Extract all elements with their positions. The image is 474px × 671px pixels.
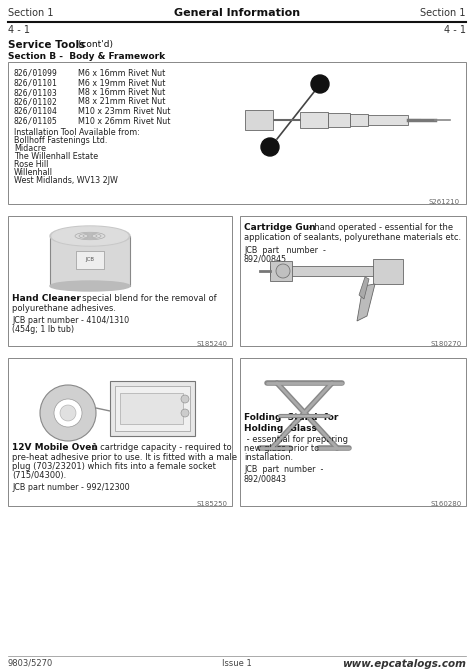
Bar — [270, 261, 292, 281]
Bar — [115, 386, 190, 431]
Circle shape — [181, 395, 189, 403]
Circle shape — [276, 264, 290, 278]
Text: General Information: General Information — [174, 8, 300, 18]
Bar — [50, 236, 130, 286]
Circle shape — [181, 409, 189, 417]
Text: (454g; 1 lb tub): (454g; 1 lb tub) — [12, 325, 74, 334]
Text: Service Tools: Service Tools — [8, 40, 85, 50]
Polygon shape — [357, 284, 375, 321]
Text: www.epcatalogs.com: www.epcatalogs.com — [342, 659, 466, 669]
Bar — [300, 112, 328, 128]
Text: 9803/5270: 9803/5270 — [8, 659, 53, 668]
Text: 4 - 1: 4 - 1 — [8, 25, 30, 35]
Text: plug (703/23201) which fits into a female socket: plug (703/23201) which fits into a femal… — [12, 462, 216, 471]
Text: application of sealants, polyurethane materials etc.: application of sealants, polyurethane ma… — [244, 233, 461, 242]
Text: 4 - 1: 4 - 1 — [444, 25, 466, 35]
Text: S180270: S180270 — [431, 341, 462, 347]
Text: Cartridge Gun: Cartridge Gun — [244, 223, 316, 232]
Text: (715/04300).: (715/04300). — [12, 471, 66, 480]
Bar — [373, 259, 403, 284]
Circle shape — [40, 385, 96, 441]
Text: West Midlands, WV13 2JW: West Midlands, WV13 2JW — [14, 176, 118, 185]
Text: installation.: installation. — [244, 453, 293, 462]
Text: JCB part number - 992/12300: JCB part number - 992/12300 — [12, 483, 129, 492]
Ellipse shape — [50, 226, 130, 246]
Text: Willenhall: Willenhall — [14, 168, 53, 177]
Text: Issue 1: Issue 1 — [222, 659, 252, 668]
Text: S185240: S185240 — [197, 341, 228, 347]
Ellipse shape — [50, 281, 130, 291]
Text: 892/00843: 892/00843 — [244, 474, 287, 483]
Bar — [8, 216, 232, 346]
Text: S160280: S160280 — [431, 501, 462, 507]
Text: - essential for preparing: - essential for preparing — [244, 435, 348, 444]
Text: JCB  part   number  -: JCB part number - — [244, 246, 326, 255]
Circle shape — [311, 75, 329, 93]
Text: Rose Hill: Rose Hill — [14, 160, 48, 169]
Text: pre-heat adhesive prior to use. It is fitted with a male: pre-heat adhesive prior to use. It is fi… — [12, 453, 237, 462]
Text: Section 1: Section 1 — [420, 8, 466, 18]
Bar — [8, 358, 232, 506]
Bar — [240, 216, 466, 346]
Text: M8 x 21mm Rivet Nut: M8 x 21mm Rivet Nut — [78, 97, 165, 107]
Text: - special blend for the removal of: - special blend for the removal of — [74, 294, 217, 303]
Text: M6 x 16mm Rivet Nut: M6 x 16mm Rivet Nut — [78, 69, 165, 78]
Text: M10 x 26mm Rivet Nut: M10 x 26mm Rivet Nut — [78, 117, 170, 125]
Bar — [368, 115, 408, 125]
Text: (cont'd): (cont'd) — [75, 40, 113, 49]
Text: 826/01104: 826/01104 — [14, 107, 58, 116]
Text: polyurethane adhesives.: polyurethane adhesives. — [12, 304, 116, 313]
Text: Holding  Glass: Holding Glass — [244, 424, 317, 433]
Text: Folding  Stand  for: Folding Stand for — [244, 413, 338, 422]
Ellipse shape — [52, 227, 128, 245]
Text: Installation Tool Available from:: Installation Tool Available from: — [14, 128, 140, 137]
Text: Bollhoff Fastenings Ltd.: Bollhoff Fastenings Ltd. — [14, 136, 108, 145]
Bar — [8, 62, 466, 204]
Circle shape — [60, 405, 76, 421]
Text: - 1 cartridge capacity - required to: - 1 cartridge capacity - required to — [84, 443, 232, 452]
Bar — [240, 358, 466, 506]
Text: Midacre: Midacre — [14, 144, 46, 153]
Text: M6 x 19mm Rivet Nut: M6 x 19mm Rivet Nut — [78, 79, 165, 87]
Text: new glass prior to: new glass prior to — [244, 444, 319, 453]
Bar — [110, 381, 195, 436]
Text: Section 1: Section 1 — [8, 8, 54, 18]
Text: 826/01102: 826/01102 — [14, 97, 58, 107]
Text: 12V Mobile Oven: 12V Mobile Oven — [12, 443, 98, 452]
Text: Hand Cleaner: Hand Cleaner — [12, 294, 81, 303]
Text: M8 x 16mm Rivet Nut: M8 x 16mm Rivet Nut — [78, 88, 165, 97]
Bar — [245, 110, 273, 130]
Text: The Willenhall Estate: The Willenhall Estate — [14, 152, 98, 161]
Bar — [76, 251, 104, 269]
Text: S261210: S261210 — [429, 199, 460, 205]
Text: - hand operated - essential for the: - hand operated - essential for the — [306, 223, 453, 232]
Bar — [328, 113, 350, 127]
Bar — [270, 266, 375, 276]
Circle shape — [261, 138, 279, 156]
Text: JCB  part  number  -: JCB part number - — [244, 465, 323, 474]
Text: 826/01103: 826/01103 — [14, 88, 58, 97]
Bar — [120, 393, 183, 424]
Bar — [350, 114, 368, 126]
Text: 826/01101: 826/01101 — [14, 79, 58, 87]
Text: M10 x 23mm Rivet Nut: M10 x 23mm Rivet Nut — [78, 107, 170, 116]
Text: Section B -  Body & Framework: Section B - Body & Framework — [8, 52, 165, 61]
Polygon shape — [359, 277, 369, 299]
Text: 892/00845: 892/00845 — [244, 255, 287, 264]
Text: S185250: S185250 — [197, 501, 228, 507]
Text: 826/01099: 826/01099 — [14, 69, 58, 78]
Text: JCB part number - 4104/1310: JCB part number - 4104/1310 — [12, 316, 129, 325]
Text: 826/01105: 826/01105 — [14, 117, 58, 125]
Text: -: - — [298, 424, 304, 433]
Circle shape — [54, 399, 82, 427]
Text: JCB: JCB — [85, 258, 94, 262]
